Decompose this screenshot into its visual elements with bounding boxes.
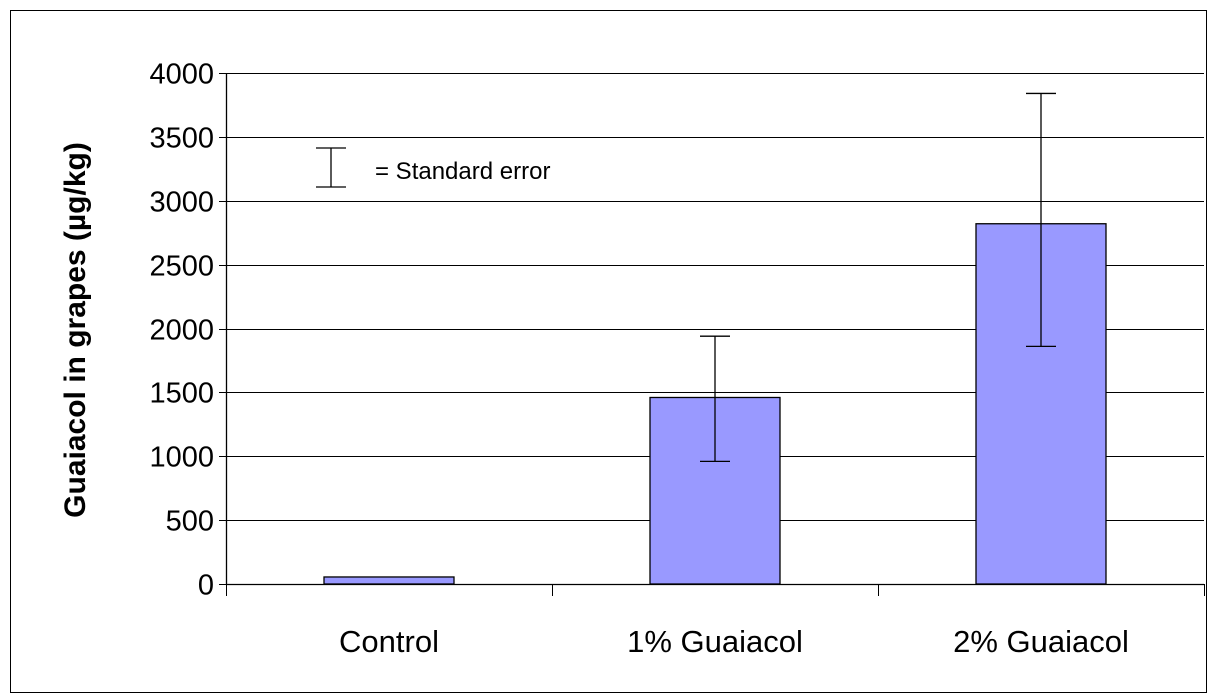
legend-error-bar-icon: [316, 147, 346, 188]
y-tick-label: 4000: [149, 59, 214, 91]
x-tick-labels: Control 1% Guaiacol 2% Guaiacol: [339, 624, 1129, 659]
y-tick-label: 0: [198, 570, 214, 602]
y-tick-label: 1500: [149, 378, 214, 410]
y-tick-label: 2500: [149, 251, 214, 283]
legend-label: = Standard error: [375, 158, 550, 185]
axes: [225, 73, 1205, 596]
y-tick-label: 500: [166, 506, 214, 538]
y-tick-labels: 0 500 1000 1500 2000 2500 3000 3500 4000: [149, 59, 214, 602]
x-tick-label: 2% Guaiacol: [953, 624, 1129, 659]
x-tick-label: Control: [339, 624, 439, 659]
y-axis-title: Guaiacol in grapes (µg/kg): [59, 142, 92, 518]
y-tick-label: 3500: [149, 123, 214, 155]
bar: [323, 576, 455, 585]
error-bars: [700, 92, 1056, 463]
y-tick-label: 1000: [149, 442, 214, 474]
legend: = Standard error: [316, 147, 550, 188]
y-tick-label: 3000: [149, 187, 214, 219]
x-tick-label: 1% Guaiacol: [627, 624, 803, 659]
y-tick-label: 2000: [149, 315, 214, 347]
